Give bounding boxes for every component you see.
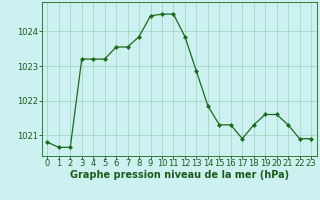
X-axis label: Graphe pression niveau de la mer (hPa): Graphe pression niveau de la mer (hPa) — [70, 170, 289, 180]
